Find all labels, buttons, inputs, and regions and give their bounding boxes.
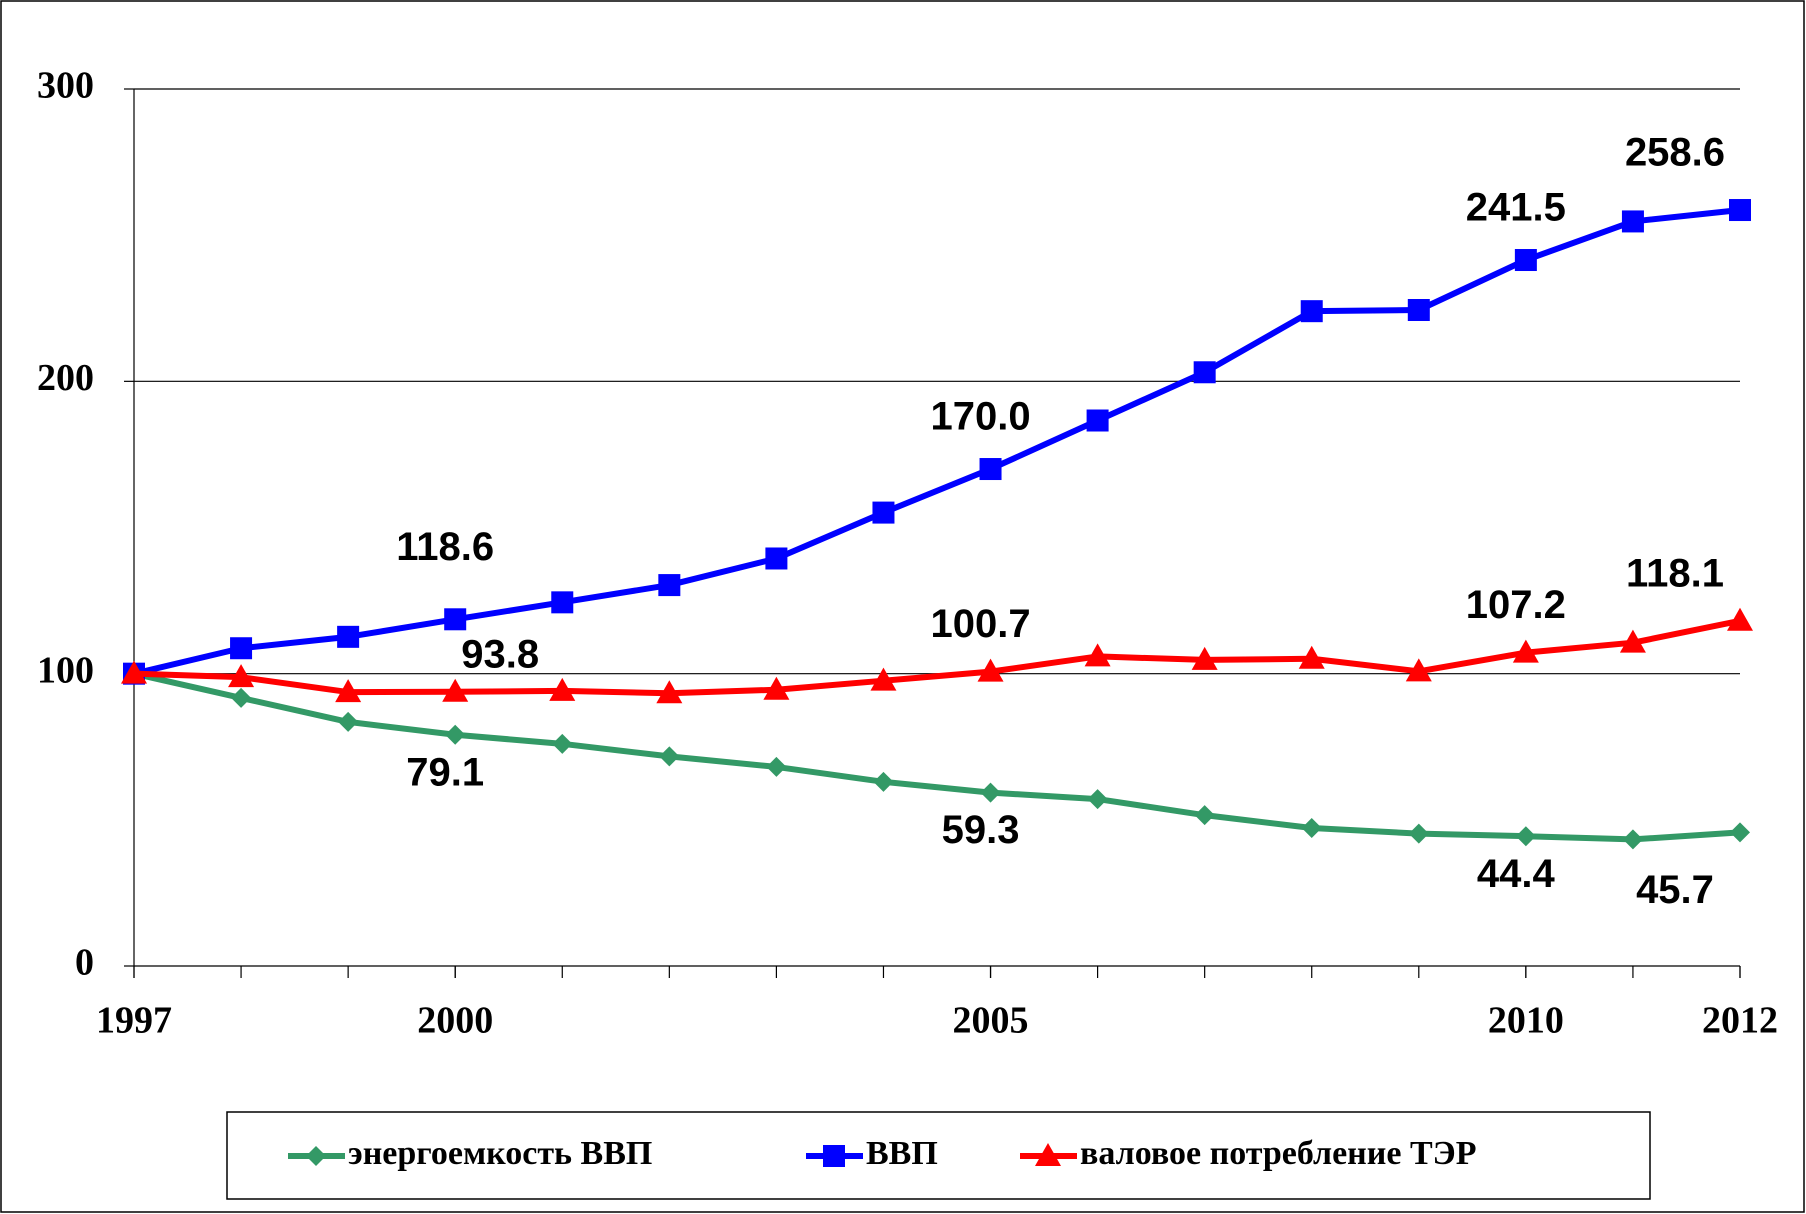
data-point xyxy=(444,608,467,631)
data-point xyxy=(1730,822,1750,843)
data-point xyxy=(1087,789,1108,810)
x-tick-label: 2010 xyxy=(1488,1000,1564,1042)
data-point xyxy=(870,667,897,691)
data-point xyxy=(552,733,573,754)
data-label: 241.5 xyxy=(1466,186,1566,230)
data-label: 258.6 xyxy=(1625,131,1725,175)
data-point xyxy=(656,680,683,704)
data-point xyxy=(1619,629,1646,653)
data-point xyxy=(231,687,252,708)
legend-marker xyxy=(306,1146,326,1166)
data-point xyxy=(1621,210,1644,233)
data-label: 100.7 xyxy=(930,602,1030,646)
data-point xyxy=(230,637,253,660)
data-point xyxy=(445,724,466,745)
data-point xyxy=(1300,300,1323,323)
legend-label: ВВП xyxy=(866,1135,938,1172)
y-tick-label: 100 xyxy=(37,649,94,691)
y-tick-label: 0 xyxy=(75,942,94,984)
data-point xyxy=(1405,658,1432,682)
data-label: 44.4 xyxy=(1477,852,1556,896)
legend-marker xyxy=(1035,1143,1061,1166)
data-point xyxy=(763,676,790,700)
data-point xyxy=(872,501,895,524)
data-label: 59.3 xyxy=(942,808,1020,852)
y-tick-label: 300 xyxy=(37,65,94,107)
data-point xyxy=(977,658,1004,682)
data-point xyxy=(1301,818,1322,839)
data-point xyxy=(873,771,894,792)
legend-label: валовое потребление ТЭР xyxy=(1080,1135,1476,1172)
x-tick-label: 2005 xyxy=(953,1000,1029,1042)
data-point xyxy=(1191,646,1218,670)
data-point xyxy=(121,660,147,684)
data-point xyxy=(338,711,359,732)
x-tick-label: 2000 xyxy=(417,1000,493,1042)
data-label: 45.7 xyxy=(1636,868,1714,912)
data-label: 118.1 xyxy=(1626,551,1724,595)
data-label: 170.0 xyxy=(930,395,1030,439)
data-point xyxy=(1193,361,1216,384)
data-point xyxy=(1514,249,1537,272)
series-line xyxy=(133,617,1741,697)
data-point xyxy=(658,574,681,597)
data-point xyxy=(335,679,362,703)
data-point xyxy=(765,547,788,570)
series-line xyxy=(133,207,1741,677)
data-point xyxy=(1194,805,1215,826)
data-point xyxy=(1515,826,1536,847)
data-point xyxy=(442,678,469,702)
data-point xyxy=(549,677,576,701)
data-point xyxy=(766,756,787,777)
data-label: 93.8 xyxy=(461,632,539,676)
data-point xyxy=(1408,823,1429,844)
data-point xyxy=(979,458,1002,481)
data-point xyxy=(551,591,574,614)
data-point xyxy=(228,664,255,688)
data-point xyxy=(337,625,360,648)
x-tick-label: 2012 xyxy=(1702,1000,1778,1042)
legend-box xyxy=(226,1111,1651,1200)
data-point xyxy=(1512,639,1539,663)
data-label: 107.2 xyxy=(1466,583,1566,627)
data-point xyxy=(1729,199,1751,222)
data-point xyxy=(980,782,1001,803)
data-point xyxy=(1298,645,1325,669)
data-point xyxy=(1086,409,1109,432)
data-label: 118.6 xyxy=(396,525,494,569)
data-point xyxy=(1407,299,1430,322)
legend-label: энергоемкость ВВП xyxy=(348,1135,652,1172)
data-label: 79.1 xyxy=(406,750,484,794)
y-tick-label: 200 xyxy=(37,357,94,399)
series-line xyxy=(133,670,1741,843)
data-point xyxy=(1727,607,1753,631)
data-point xyxy=(1622,829,1643,850)
data-point xyxy=(1084,643,1111,667)
data-point xyxy=(659,746,680,767)
legend-marker xyxy=(823,1145,845,1167)
x-tick-label: 1997 xyxy=(96,1000,172,1042)
